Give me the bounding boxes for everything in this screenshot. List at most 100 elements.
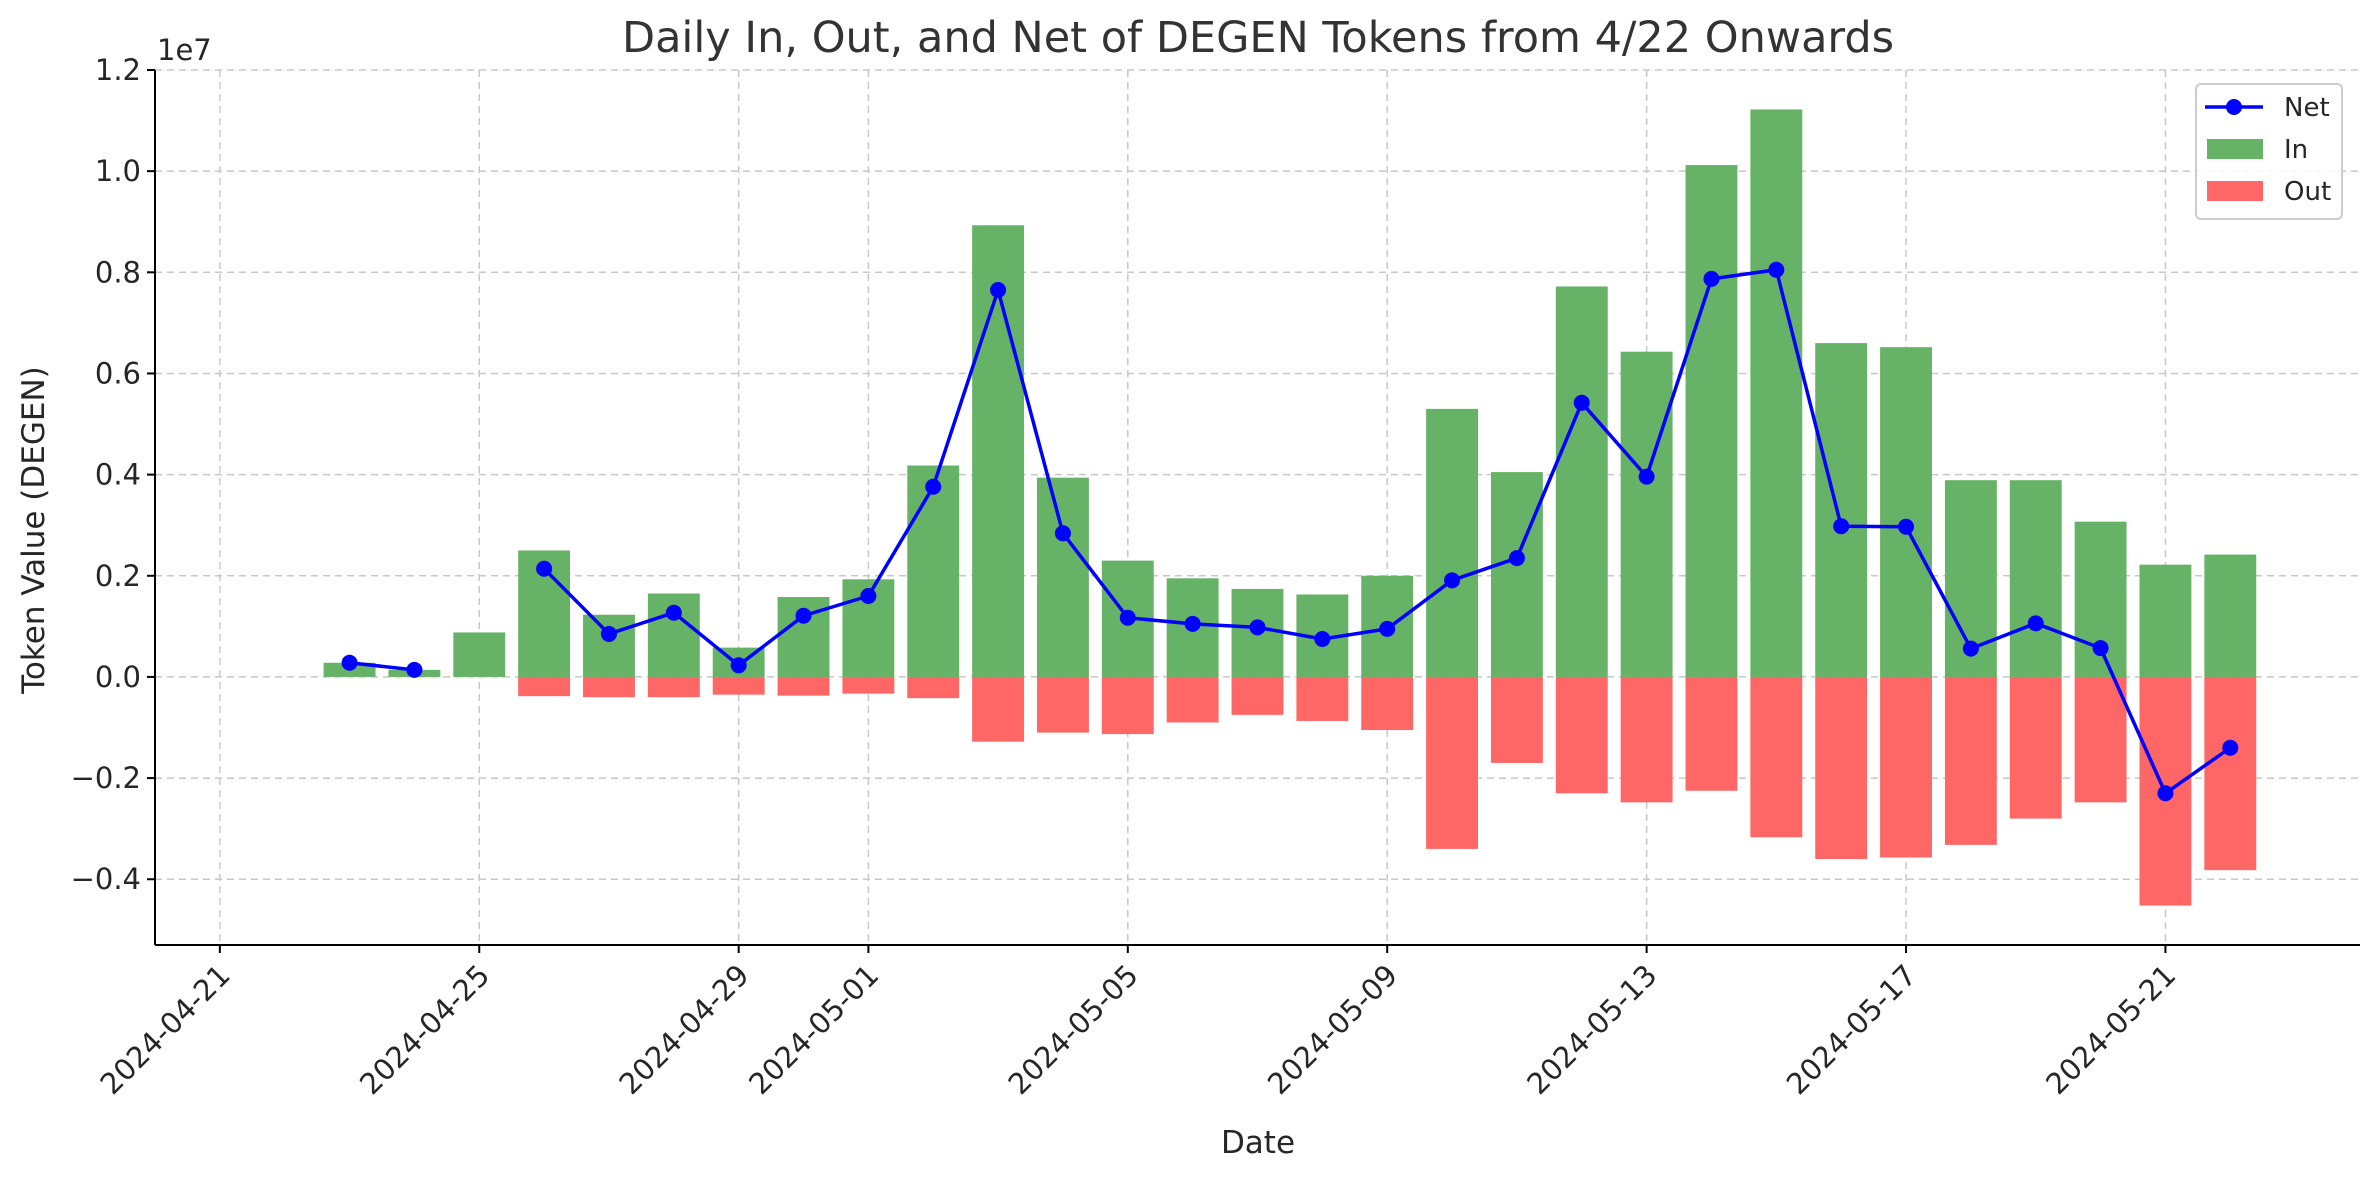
x-tick-label: 2024-05-13 — [1520, 958, 1663, 1101]
x-tick-label: 2024-05-09 — [1261, 958, 1404, 1101]
net-point — [2092, 640, 2109, 657]
bar-out — [2204, 676, 2257, 871]
bars-layer — [323, 109, 2257, 906]
bar-out — [647, 676, 700, 698]
bar-in — [1490, 472, 1543, 677]
bar-out — [777, 676, 830, 696]
legend-in-swatch — [2207, 139, 2263, 159]
chart-title: Daily In, Out, and Net of DEGEN Tokens f… — [622, 13, 1894, 63]
net-point — [990, 282, 1007, 299]
net-point — [1054, 525, 1071, 542]
line-layer — [341, 261, 2239, 802]
y-tick-label: 0.0 — [95, 660, 141, 694]
bar-out — [518, 676, 571, 697]
bar-out — [583, 676, 635, 698]
net-point — [2222, 739, 2239, 756]
legend-label-out: Out — [2284, 177, 2331, 207]
bar-out — [1750, 676, 1803, 838]
net-point — [1314, 631, 1331, 648]
net-point — [730, 657, 747, 674]
legend: Net In Out — [2195, 83, 2343, 220]
net-point — [406, 661, 423, 678]
bar-out — [712, 676, 765, 695]
net-line — [349, 661, 415, 672]
net-point — [925, 478, 942, 495]
bar-out — [1944, 676, 1997, 845]
x-tick-label: 2024-05-01 — [742, 958, 885, 1101]
bar-out — [1880, 676, 1932, 858]
legend-label-in: In — [2284, 135, 2308, 165]
bar-in — [1037, 477, 1089, 677]
y-tick-label: 0.4 — [95, 458, 141, 492]
bar-out — [1037, 676, 1089, 733]
net-point — [1703, 270, 1720, 287]
bar-in — [453, 632, 506, 677]
net-point — [1508, 550, 1525, 567]
net-point — [1962, 640, 1979, 657]
bar-out — [1166, 676, 1219, 723]
bar-in — [907, 465, 960, 677]
bar-in — [1685, 165, 1738, 677]
y-tick-label: 0.6 — [95, 356, 141, 390]
net-point — [2027, 615, 2044, 632]
bar-in — [1750, 109, 1803, 677]
bar-in — [972, 225, 1025, 677]
net-point — [1379, 620, 1396, 637]
net-point — [665, 604, 682, 621]
net-point — [600, 625, 617, 642]
x-tick-label: 2024-05-05 — [1002, 958, 1145, 1101]
legend-label-net: Net — [2284, 93, 2330, 123]
legend-net-marker — [2226, 99, 2242, 115]
net-point — [1119, 609, 1136, 626]
y-axis-title: Token Value (DEGEN) — [16, 366, 52, 694]
x-tick-label: 2024-04-21 — [94, 958, 237, 1101]
net-point — [1249, 619, 1266, 636]
x-tick-label: 2024-05-21 — [2039, 958, 2182, 1101]
net-point — [1444, 572, 1461, 589]
bar-out — [842, 676, 895, 694]
bar-in — [2204, 554, 2257, 677]
y-tick-label: −0.4 — [71, 862, 141, 896]
bar-out — [1361, 676, 1414, 731]
bar-out — [2009, 676, 2062, 819]
net-point — [341, 654, 358, 671]
bar-in — [2139, 564, 2192, 677]
bar-out — [1555, 676, 1608, 794]
bar-out — [972, 676, 1025, 742]
net-point — [1184, 615, 1201, 632]
bar-out — [907, 676, 960, 699]
x-tick-label: 2024-05-17 — [1780, 958, 1923, 1101]
bar-out — [1815, 676, 1868, 860]
bar-out — [1231, 676, 1284, 715]
y-scale-label: 1e7 — [157, 33, 212, 67]
bar-in — [1426, 408, 1478, 677]
net-point — [1573, 394, 1590, 411]
net-point — [536, 560, 553, 577]
bar-in — [1880, 347, 1932, 677]
bar-out — [1296, 676, 1349, 721]
net-point — [860, 588, 877, 605]
x-axis-title: Date — [1221, 1125, 1295, 1161]
net-point — [1638, 468, 1655, 485]
bar-out — [2074, 676, 2127, 803]
bar-in — [1555, 286, 1608, 677]
bar-in — [1620, 351, 1673, 677]
bar-out — [1101, 676, 1154, 735]
y-tick-label: 0.8 — [95, 255, 141, 289]
y-tick-label: 0.2 — [95, 559, 141, 593]
net-point — [795, 607, 812, 624]
x-tick-label: 2024-04-29 — [612, 958, 755, 1101]
bar-out — [1685, 676, 1738, 791]
net-point — [1898, 518, 1915, 535]
x-tick-label: 2024-04-25 — [353, 958, 496, 1101]
bar-out — [1490, 676, 1543, 763]
net-point — [1833, 518, 1850, 535]
net-point — [1768, 261, 1785, 278]
y-tick-label: 1.2 — [95, 53, 141, 87]
bar-in — [1815, 343, 1868, 677]
bar-in — [583, 614, 635, 677]
net-point — [2157, 785, 2174, 802]
bar-out — [1426, 676, 1478, 849]
